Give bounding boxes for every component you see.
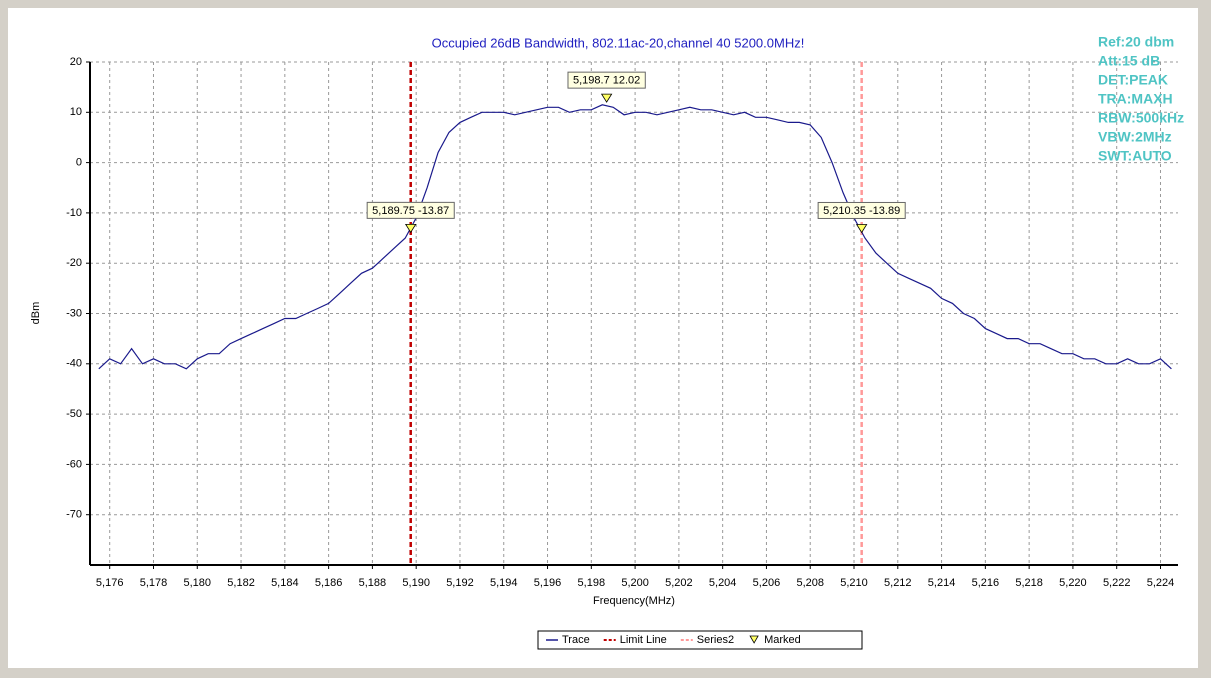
x-tick-label: 5,218: [1015, 577, 1043, 589]
x-tick-label: 5,182: [227, 577, 255, 589]
legend-box: [537, 630, 863, 650]
x-tick-label: 5,180: [184, 577, 212, 589]
x-tick-label: 5,222: [1103, 577, 1131, 589]
info-text: TRA:MAXH: [1098, 91, 1173, 107]
x-tick-label: 5,186: [315, 577, 343, 589]
x-tick-label: 5,208: [796, 577, 824, 589]
legend: Trace Limit Line Series2 Marked: [537, 630, 863, 650]
y-tick-label: -50: [66, 408, 82, 420]
x-tick-label: 5,198: [578, 577, 606, 589]
y-axis-label: dBm: [30, 302, 42, 325]
marker-label-box: [567, 71, 646, 89]
marker-label: 5,198.7 12.02: [567, 71, 646, 89]
y-tick-label: -10: [66, 207, 82, 219]
y-tick-label: -40: [66, 358, 82, 370]
x-tick-label: 5,188: [359, 577, 387, 589]
x-tick-label: 5,206: [753, 577, 781, 589]
legend-label: Trace: [562, 634, 590, 646]
marker: [404, 223, 417, 234]
x-tick-label: 5,192: [446, 577, 474, 589]
marker-label-box: [817, 201, 906, 219]
trace-line: [98, 104, 1172, 370]
x-tick-label: 5,196: [534, 577, 562, 589]
info-text: Ref:20 dbm: [1098, 34, 1174, 50]
x-tick-label: 5,210: [840, 577, 868, 589]
marker-label-text: 5,198.7 12.02: [573, 75, 640, 87]
legend-swatch: [749, 635, 759, 644]
x-tick-label: 5,214: [928, 577, 956, 589]
info-text: VBW:2MHz: [1098, 129, 1172, 145]
x-tick-label: 5,190: [402, 577, 430, 589]
x-tick-label: 5,200: [621, 577, 649, 589]
x-tick-label: 5,194: [490, 577, 518, 589]
info-text: DET:PEAK: [1098, 72, 1168, 88]
x-tick-label: 5,216: [972, 577, 1000, 589]
x-tick-label: 5,202: [665, 577, 693, 589]
legend-label: Marked: [764, 634, 801, 646]
x-tick-label: 5,178: [140, 577, 168, 589]
info-text: Att:15 dB: [1098, 53, 1160, 69]
x-tick-label: 5,220: [1059, 577, 1087, 589]
marker-label-text: 5,189.75 -13.87: [372, 205, 449, 217]
y-tick-label: 10: [70, 106, 82, 118]
y-tick-label: 20: [70, 56, 82, 68]
marker: [855, 224, 868, 234]
y-tick-label: -30: [66, 307, 82, 319]
y-tick-label: -60: [66, 458, 82, 470]
marker: [600, 93, 613, 103]
y-tick-label: -70: [66, 509, 82, 521]
marker-label-box: [366, 201, 455, 219]
x-tick-label: 5,176: [96, 577, 124, 589]
legend-label: Series2: [697, 634, 734, 646]
x-tick-label: 5,184: [271, 577, 299, 589]
marker-label: 5,189.75 -13.87: [366, 201, 455, 219]
info-text: RBW:500kHz: [1098, 110, 1184, 126]
x-axis-label: Frequency(MHz): [593, 595, 675, 607]
x-tick-label: 5,224: [1147, 577, 1175, 589]
info-text: SWT:AUTO: [1098, 148, 1172, 164]
marker-label: 5,210.35 -13.89: [817, 201, 906, 219]
legend-label: Limit Line: [620, 634, 667, 646]
y-tick-label: 0: [76, 157, 82, 169]
y-tick-label: -20: [66, 257, 82, 269]
marker-label-text: 5,210.35 -13.89: [823, 205, 900, 217]
x-tick-label: 5,212: [884, 577, 912, 589]
panel: [8, 8, 1198, 668]
x-tick-label: 5,204: [709, 577, 737, 589]
chart-title: Occupied 26dB Bandwidth, 802.11ac-20,cha…: [432, 35, 805, 50]
